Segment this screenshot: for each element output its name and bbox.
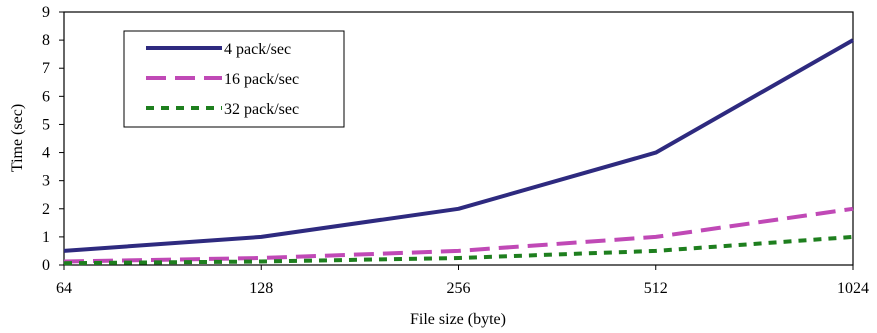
y-tick-label: 0 <box>42 257 50 274</box>
x-tick-label: 256 <box>447 280 471 297</box>
y-tick-label: 4 <box>42 145 50 162</box>
y-axis-ticks: 0 1 2 3 4 5 6 7 8 9 <box>42 4 64 274</box>
y-tick-label: 1 <box>42 229 50 246</box>
y-tick-label: 6 <box>42 88 50 105</box>
x-axis-title: File size (byte) <box>410 311 506 328</box>
x-axis-ticks: 64 128 256 512 1024 <box>56 265 869 297</box>
series-line-1 <box>63 38 854 253</box>
x-tick-label: 128 <box>249 280 273 297</box>
y-tick-label: 5 <box>42 116 50 133</box>
y-tick-label: 2 <box>42 201 50 218</box>
y-tick-label: 3 <box>42 173 50 190</box>
legend-label-3: 32 pack/sec <box>224 101 299 118</box>
x-tick-label: 64 <box>56 280 72 297</box>
x-tick-label: 512 <box>644 280 668 297</box>
y-tick-label: 7 <box>42 60 50 77</box>
series-lines <box>63 38 854 266</box>
y-axis-title: Time (sec) <box>9 104 26 172</box>
legend-label-2: 16 pack/sec <box>224 71 299 88</box>
legend-label-1: 4 pack/sec <box>224 41 291 58</box>
series-line-3 <box>63 234 854 266</box>
y-tick-label: 8 <box>42 32 50 49</box>
y-tick-label: 9 <box>42 4 50 21</box>
series-line-2 <box>63 206 854 264</box>
legend: 4 pack/sec 16 pack/sec 32 pack/sec <box>123 30 345 128</box>
x-tick-label: 1024 <box>837 280 869 297</box>
